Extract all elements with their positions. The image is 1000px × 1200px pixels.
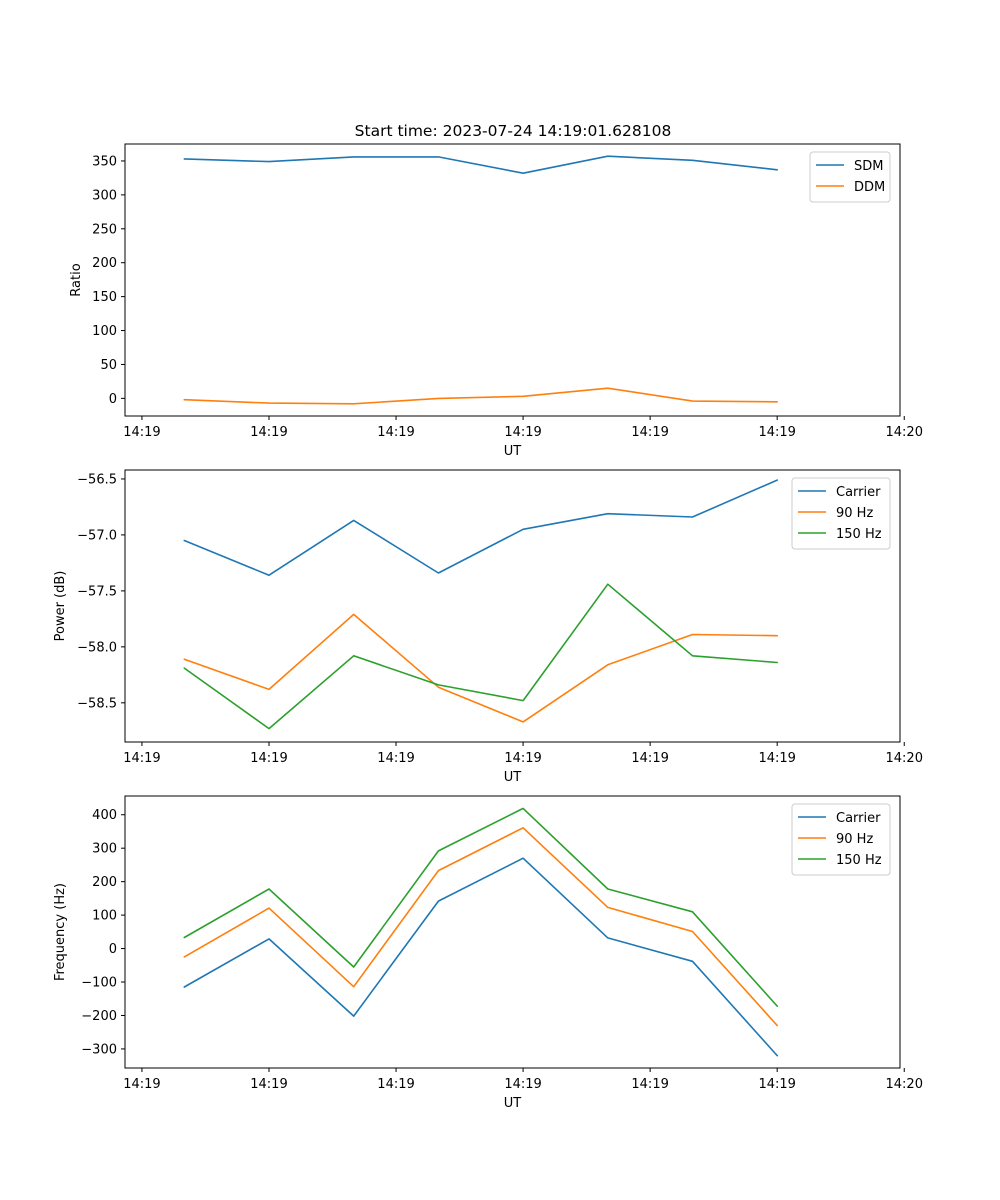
- frequency-y-tick-label: 0: [109, 942, 117, 957]
- frequency-legend-label-90-hz: 90 Hz: [836, 832, 873, 847]
- frequency-x-tick-label: 14:19: [504, 1077, 541, 1092]
- frequency-series-150-hz: [183, 807, 779, 1007]
- power-y-tick-label: −57.5: [77, 584, 117, 599]
- frequency-x-tick-label: 14:19: [631, 1077, 668, 1092]
- frequency-legend-label-150-hz: 150 Hz: [836, 853, 882, 868]
- power-x-tick-label: 14:19: [758, 751, 795, 766]
- power-legend-label-90-hz: 90 Hz: [836, 506, 873, 521]
- ratio-x-tick-label: 14:19: [123, 425, 160, 440]
- frequency-y-tick-label: 100: [92, 909, 117, 924]
- ratio-y-tick-label: 200: [92, 256, 117, 271]
- ratio-x-tick-label: 14:19: [631, 425, 668, 440]
- frequency-x-tick-label: 14:20: [886, 1077, 923, 1092]
- power-x-tick-label: 14:20: [886, 751, 923, 766]
- power-x-axis-label: UT: [504, 770, 522, 785]
- power-y-tick-label: −56.5: [77, 472, 117, 487]
- power-x-tick-label: 14:19: [504, 751, 541, 766]
- ratio-y-tick-label: 50: [100, 358, 117, 373]
- ratio-x-tick-label: 14:19: [758, 425, 795, 440]
- chart-title: Start time: 2023-07-24 14:19:01.628108: [355, 122, 672, 140]
- power-x-tick-label: 14:19: [631, 751, 668, 766]
- ratio-series-sdm: [183, 155, 779, 174]
- ratio-panel: 14:19 14:19 14:19 14:19 14:19 14:19 14:20 0 50 10…: [69, 143, 923, 459]
- ratio-y-tick-label: 0: [109, 392, 117, 407]
- ratio-x-tick-label: 14:19: [504, 425, 541, 440]
- power-axes-frame: [124, 469, 901, 743]
- frequency-y-tick-label: 400: [92, 808, 117, 823]
- power-series-carrier: [183, 479, 779, 577]
- power-legend: [791, 477, 891, 550]
- power-x-tick-label: 14:19: [377, 751, 414, 766]
- ratio-legend-label-ddm: DDM: [854, 180, 885, 195]
- frequency-series-carrier: [183, 857, 779, 1057]
- frequency-y-tick-label: −200: [81, 1009, 117, 1024]
- power-y-tick-label: −58.5: [77, 696, 117, 711]
- power-y-axis-label: Power (dB): [53, 571, 68, 642]
- power-series-150-hz: [183, 583, 779, 730]
- frequency-y-tick-label: −300: [81, 1042, 117, 1057]
- frequency-x-axis-label: UT: [504, 1096, 522, 1111]
- frequency-axes-frame: [124, 795, 901, 1069]
- frequency-series-90-hz: [183, 826, 779, 1027]
- ratio-y-tick-label: 250: [92, 222, 117, 237]
- power-x-tick-label: 14:19: [250, 751, 287, 766]
- frequency-panel: 14:19 14:19 14:19 14:19 14:19 14:19 14:20 −300 −…: [53, 795, 923, 1111]
- ratio-y-tick-label: 300: [92, 188, 117, 203]
- ratio-axes-frame: [124, 143, 901, 417]
- ratio-y-tick-label: 150: [92, 290, 117, 305]
- ratio-x-tick-label: 14:19: [250, 425, 287, 440]
- power-x-tick-label: 14:19: [123, 751, 160, 766]
- frequency-y-tick-label: −100: [81, 976, 117, 991]
- frequency-y-axis-label: Frequency (Hz): [53, 883, 68, 981]
- ratio-series-ddm: [183, 387, 779, 405]
- frequency-x-tick-label: 14:19: [123, 1077, 160, 1092]
- power-legend-label-carrier: Carrier: [836, 485, 881, 500]
- ratio-x-axis-label: UT: [504, 444, 522, 459]
- frequency-x-tick-label: 14:19: [758, 1077, 795, 1092]
- ratio-y-tick-label: 100: [92, 324, 117, 339]
- frequency-x-tick-label: 14:19: [250, 1077, 287, 1092]
- ratio-y-tick-label: 350: [92, 154, 117, 169]
- power-panel: 14:19 14:19 14:19 14:19 14:19 14:19 14:20 −58.5…: [53, 469, 923, 785]
- ratio-legend-label-sdm: SDM: [854, 159, 883, 174]
- power-series-90-hz: [183, 613, 779, 723]
- ratio-x-tick-label: 14:19: [377, 425, 414, 440]
- power-legend-label-150-hz: 150 Hz: [836, 527, 882, 542]
- ratio-y-axis-label: Ratio: [69, 263, 84, 296]
- frequency-legend: [791, 803, 891, 876]
- frequency-y-tick-label: 200: [92, 875, 117, 890]
- frequency-y-tick-label: 300: [92, 842, 117, 857]
- frequency-x-tick-label: 14:19: [377, 1077, 414, 1092]
- power-y-tick-label: −57.0: [77, 528, 117, 543]
- frequency-legend-label-carrier: Carrier: [836, 811, 881, 826]
- power-y-tick-label: −58.0: [77, 640, 117, 655]
- ratio-x-tick-label: 14:20: [886, 425, 923, 440]
